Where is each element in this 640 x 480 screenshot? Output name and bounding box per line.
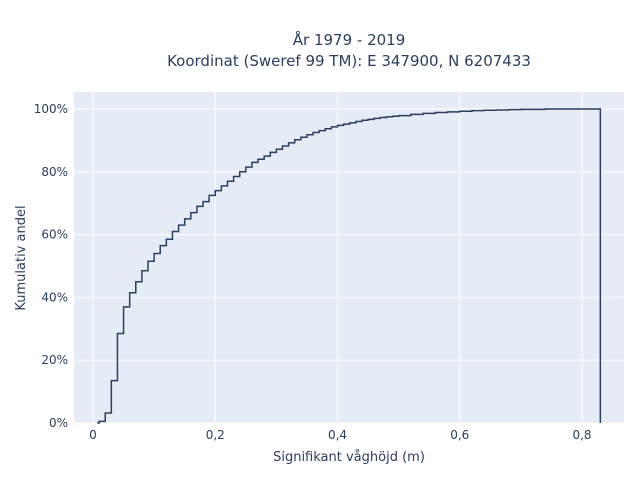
y-tick-label: 20% bbox=[41, 353, 68, 367]
ecdf-step-line bbox=[97, 108, 602, 424]
chart-title-line-1: År 1979 - 2019 bbox=[293, 30, 406, 49]
x-tick-label: 0,2 bbox=[206, 428, 225, 442]
plot-area-background bbox=[74, 92, 624, 423]
x-tick-label: 0,4 bbox=[328, 428, 347, 442]
y-axis-label: Kumulativ andel bbox=[14, 205, 29, 310]
x-axis-label: Signifikant våghöjd (m) bbox=[273, 450, 425, 465]
y-tick-label: 80% bbox=[41, 165, 68, 179]
x-tick-labels: 0 0,2 0,4 0,6 0,8 bbox=[89, 428, 591, 442]
y-tick-label: 0% bbox=[49, 416, 68, 430]
y-tick-labels: 0% 20% 40% 60% 80% 100% bbox=[34, 102, 68, 430]
x-tick-label: 0,6 bbox=[450, 428, 469, 442]
y-tick-label: 40% bbox=[41, 290, 68, 304]
y-tick-label: 60% bbox=[41, 228, 68, 242]
x-tick-label: 0 bbox=[89, 428, 97, 442]
chart-title-line-2: Koordinat (Sweref 99 TM): E 347900, N 62… bbox=[167, 52, 531, 70]
grid-lines bbox=[74, 92, 624, 424]
y-tick-label: 100% bbox=[34, 102, 68, 116]
x-tick-label: 0,8 bbox=[572, 428, 591, 442]
